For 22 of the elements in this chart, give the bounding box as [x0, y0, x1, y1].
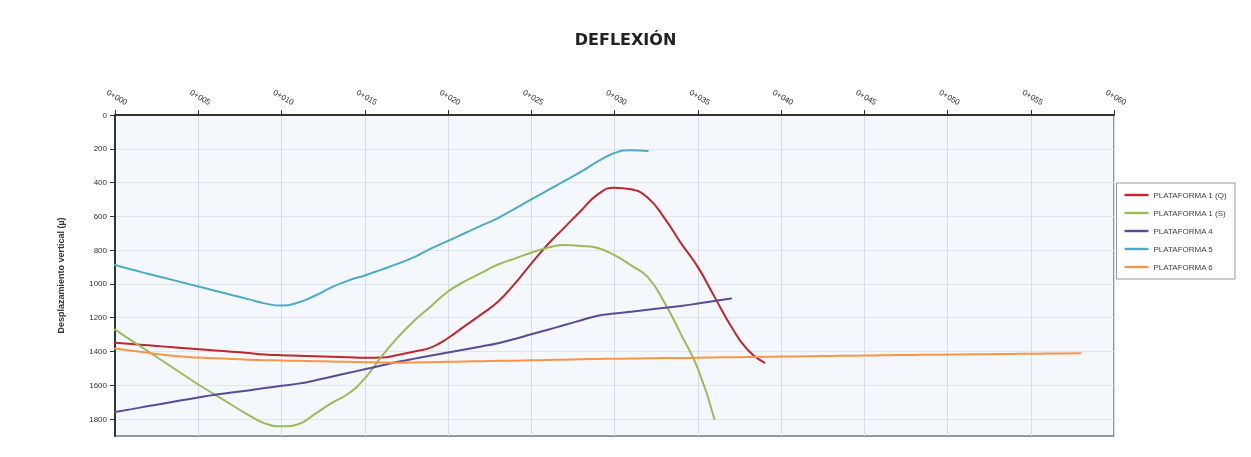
y-tick-label: 1400	[89, 347, 108, 357]
y-tick-label: 1600	[89, 380, 108, 390]
y-tick-label: 400	[93, 178, 108, 188]
y-tick-label: 1000	[89, 279, 108, 289]
y-tick-label: 0	[102, 110, 108, 120]
y-tick-label: 1800	[89, 414, 108, 424]
y-axis-title: Desplazamiento vertical (µ)	[55, 217, 66, 334]
line-series	[114, 149, 649, 307]
chart-title: DEFLEXIÓN	[574, 29, 677, 49]
y-tick-label: 1200	[89, 313, 108, 323]
y-tick-label: 200	[93, 144, 108, 154]
legend-label: PLATAFORMA 1 (S)	[1153, 208, 1227, 218]
y-tick-label: 600	[93, 211, 108, 221]
line-series	[114, 347, 1082, 364]
legend-label: PLATAFORMA 5	[1153, 244, 1214, 254]
line-series	[114, 297, 733, 414]
y-tick-label: 800	[93, 245, 108, 255]
legend-label: PLATAFORMA 1 (Q)	[1153, 190, 1227, 200]
legend-label: PLATAFORMA 4	[1153, 226, 1214, 236]
line-series	[114, 186, 766, 364]
line-series	[114, 244, 716, 428]
legend-label: PLATAFORMA 6	[1153, 262, 1214, 272]
